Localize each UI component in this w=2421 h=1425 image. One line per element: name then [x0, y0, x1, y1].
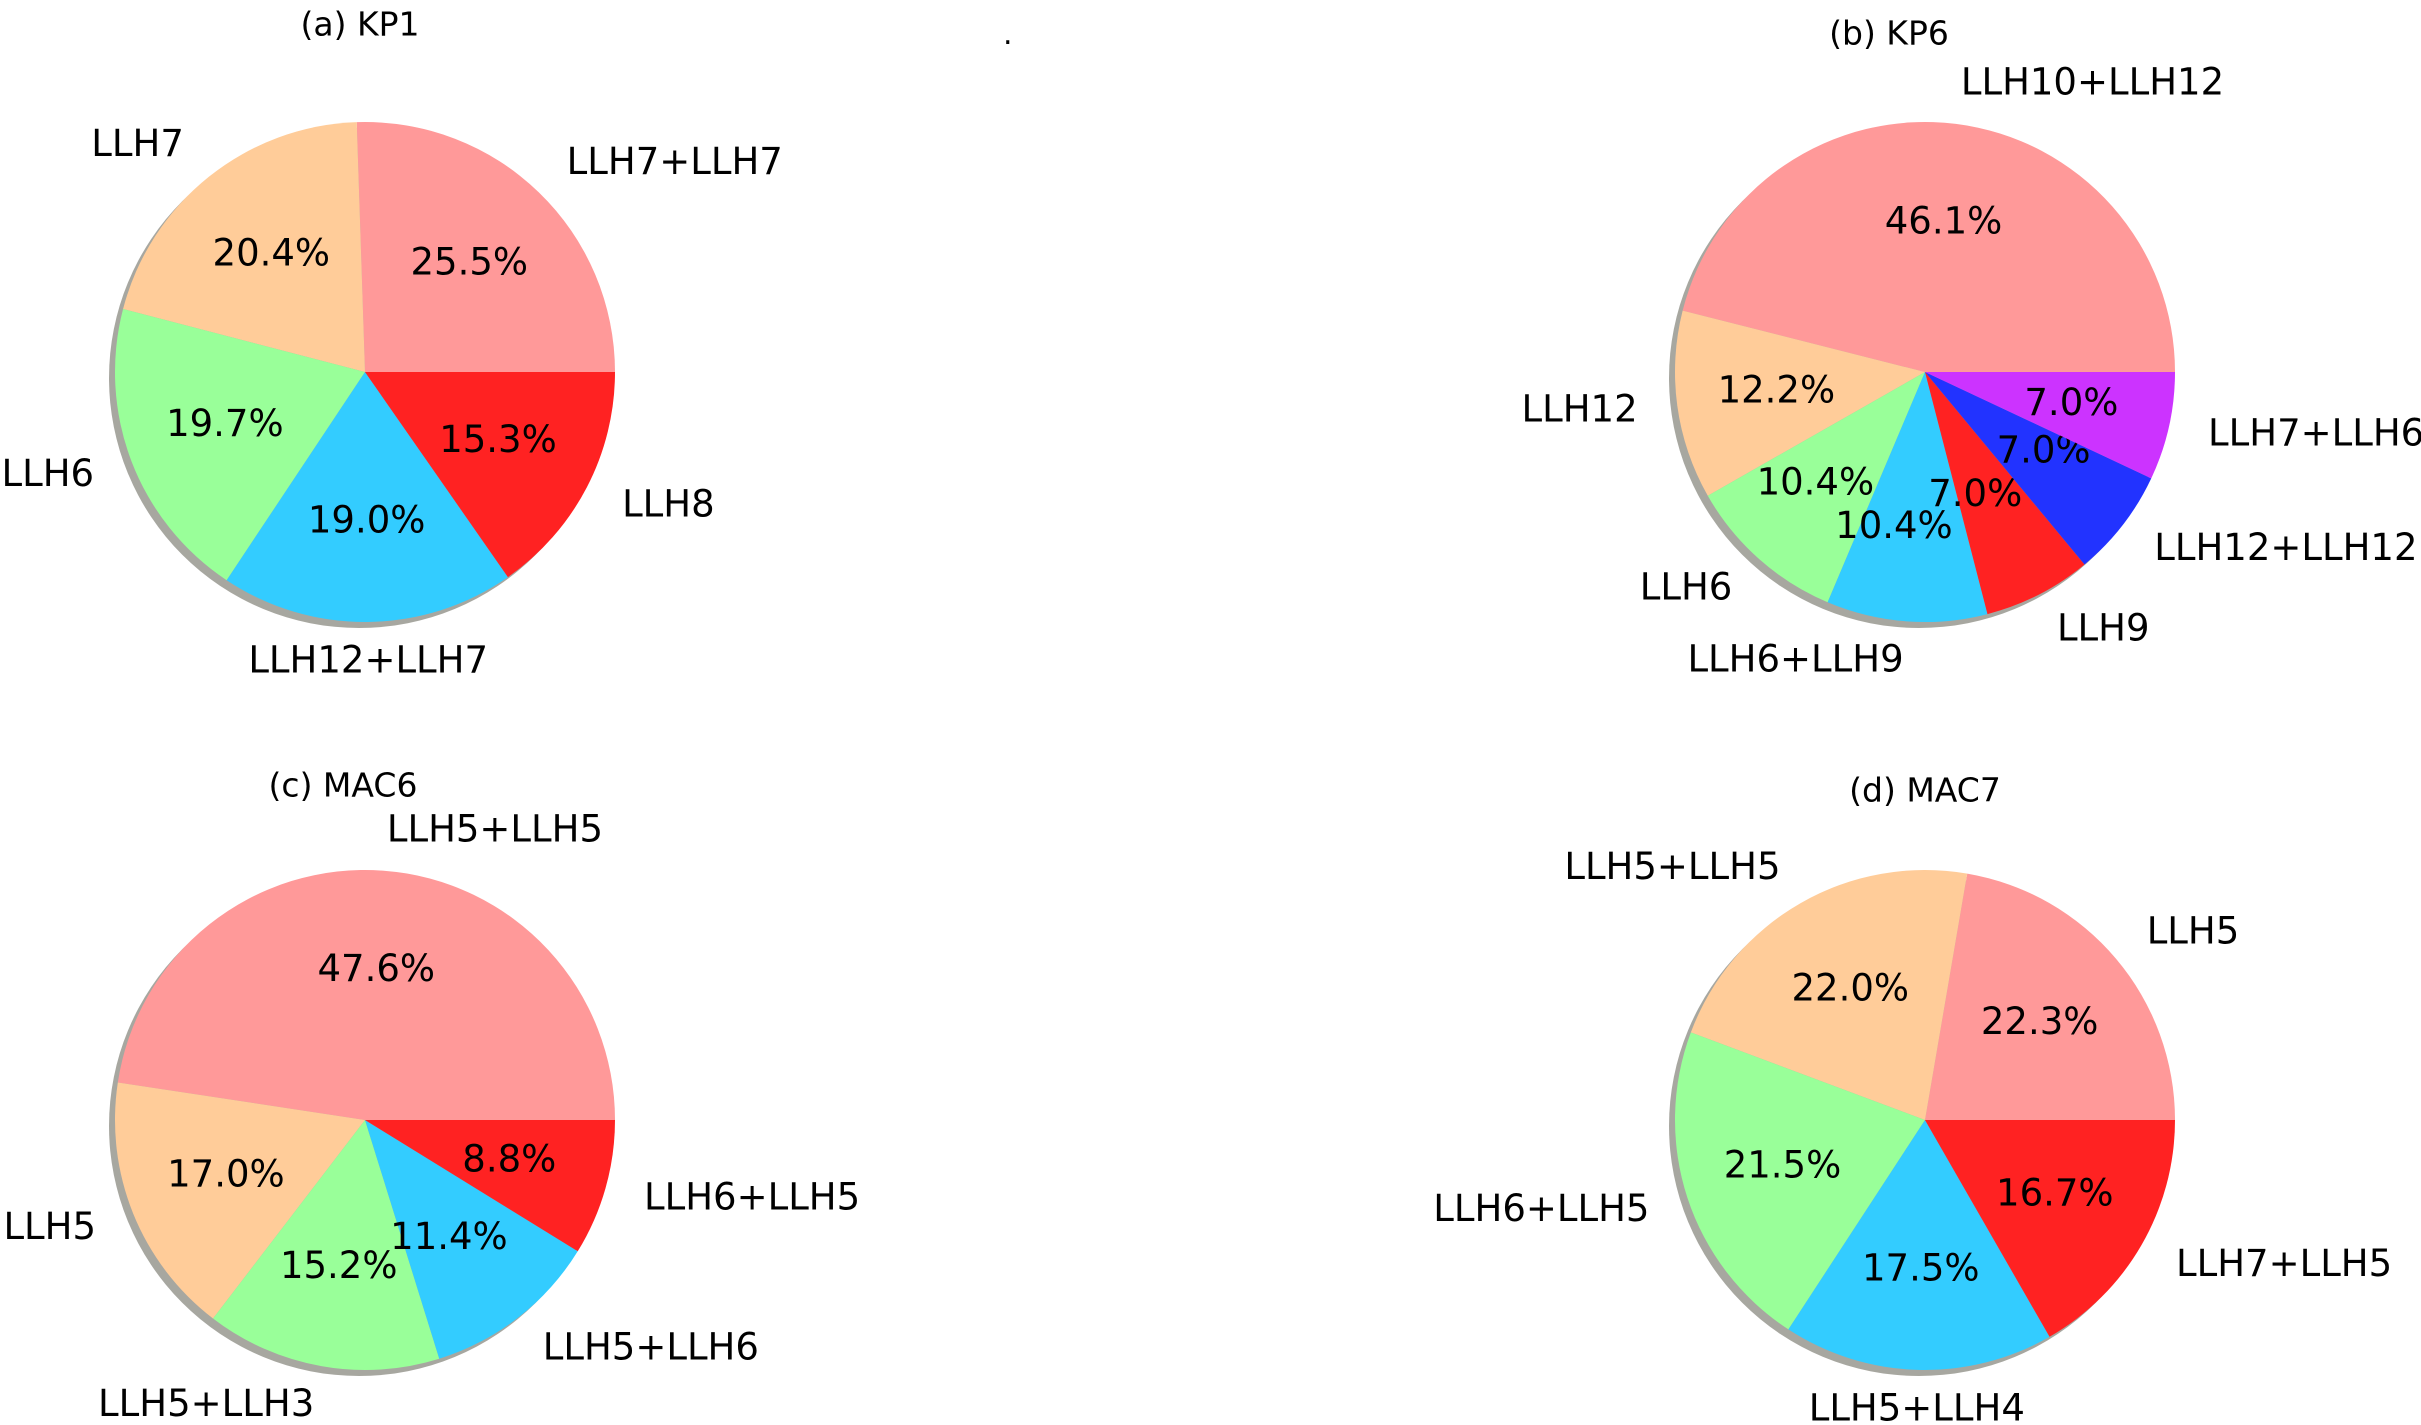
pie-category-label: LLH6 [1640, 565, 1733, 608]
pie-category-label: LLH7+LLH6 [2208, 412, 2421, 455]
pie-percentage-label: 17.0% [167, 1153, 285, 1196]
pie-slice [226, 372, 508, 623]
pie-percentage-label: 15.3% [439, 418, 557, 461]
pie-percentage-label: 21.5% [1724, 1143, 1842, 1186]
pie-percentage-label: 15.2% [280, 1244, 398, 1287]
stray-dot: . [1003, 17, 1013, 52]
pie-slice [365, 1120, 578, 1359]
pie-panel-4: 22.3% LLH5 22.0% LLH5+LLH5 21.5% LLH6+LLH5 17.… [1433, 771, 2392, 1425]
pie-slice [1827, 372, 1988, 622]
pie-percentage-label: 8.8% [462, 1137, 556, 1180]
pie-category-label: LLH5+LLH3 [98, 1382, 314, 1425]
pie-percentage-label: 12.2% [1718, 369, 1836, 412]
pie-slice [117, 870, 615, 1120]
pie-category-label: LLH5+LLH6 [543, 1326, 759, 1369]
pie-title: (a) KP1 [301, 5, 420, 44]
pie-category-label: LLH10+LLH12 [1961, 61, 2224, 104]
pie-percentage-label: 16.7% [1996, 1172, 2114, 1215]
pie-slice [1707, 372, 1925, 603]
pie-panel-3: 47.6% LLH5+LLH5 17.0% LLH5 15.2% LLH5+LLH3 11.… [3, 766, 860, 1425]
pie-category-label: LLH5+LLH5 [1564, 845, 1780, 888]
pie-slice [356, 121, 615, 372]
pie-category-label: LLH12+LLH7 [248, 638, 488, 681]
pie-percentage-label: 19.7% [166, 402, 284, 445]
pie-category-label: LLH5+LLH4 [1809, 1386, 2025, 1425]
pie-category-label: LLH12 [1521, 388, 1637, 431]
pie-category-label: LLH6 [1, 452, 94, 495]
pie-title: (c) MAC6 [269, 766, 418, 805]
pie-category-label: LLH7+LLH5 [2176, 1242, 2392, 1285]
pie-percentage-label: 17.5% [1862, 1246, 1980, 1289]
pie-slice [1788, 1120, 2050, 1370]
pie-percentage-label: 10.4% [1757, 461, 1875, 504]
pie-title: (b) KP6 [1829, 14, 1949, 53]
pie-percentage-label: 25.5% [411, 241, 529, 284]
pie-percentage-label: 19.0% [308, 498, 426, 541]
pie-slice [123, 122, 365, 372]
pie-percentage-label: 22.3% [1981, 1000, 2099, 1043]
pie-percentage-label: 10.4% [1835, 504, 1953, 547]
pie-category-label: LLH12+LLH12 [2154, 526, 2417, 569]
pie-slice [1682, 121, 2175, 372]
pie-slice [1925, 372, 2175, 479]
pie-slice [213, 1120, 440, 1371]
pie-category-label: LLH5+LLH5 [387, 807, 603, 850]
pie-slice [1925, 1120, 2175, 1337]
pie-panel-1: 25.5% LLH7+LLH7 20.4% LLH7 19.7% LLH6 19.0% LLH… [1, 5, 782, 682]
pie-percentage-label: 47.6% [318, 947, 436, 990]
pie-panel-2: 46.1% LLH10+LLH12 12.2% LLH12 10.4% LLH6 10.4%… [1521, 14, 2421, 681]
pie-category-label: LLH7+LLH7 [567, 140, 783, 183]
pie-category-label: LLH6+LLH9 [1687, 638, 1903, 681]
pie-category-label: LLH8 [622, 483, 715, 526]
pie-slice [115, 309, 366, 581]
pie-percentage-label: 7.0% [1928, 472, 2022, 515]
pie-percentage-label: 22.0% [1791, 966, 1909, 1009]
pie-slice [1925, 372, 2085, 615]
pie-slice [1674, 310, 1925, 496]
pie-category-label: LLH6+LLH5 [1433, 1187, 1649, 1230]
pie-percentage-label: 20.4% [213, 231, 331, 274]
pie-slice [1690, 870, 1968, 1120]
pie-slice [1675, 1032, 1925, 1330]
pie-slice [365, 1120, 615, 1252]
pie-slice [365, 372, 615, 578]
pie-category-label: LLH9 [2057, 607, 2150, 650]
pie-slice [115, 1082, 365, 1319]
pie-category-label: LLH5 [2147, 910, 2240, 953]
pie-slice [1925, 873, 2175, 1120]
pie-category-label: LLH6+LLH5 [644, 1176, 860, 1219]
pie-category-label: LLH7 [91, 122, 184, 165]
pie-percentage-label: 11.4% [390, 1215, 508, 1258]
pie-percentage-label: 46.1% [1885, 200, 2003, 243]
pie-category-label: LLH5 [3, 1205, 96, 1248]
pie-slice [1925, 372, 2152, 565]
pie-title: (d) MAC7 [1849, 771, 2001, 810]
pie-percentage-label: 7.0% [2024, 381, 2118, 424]
